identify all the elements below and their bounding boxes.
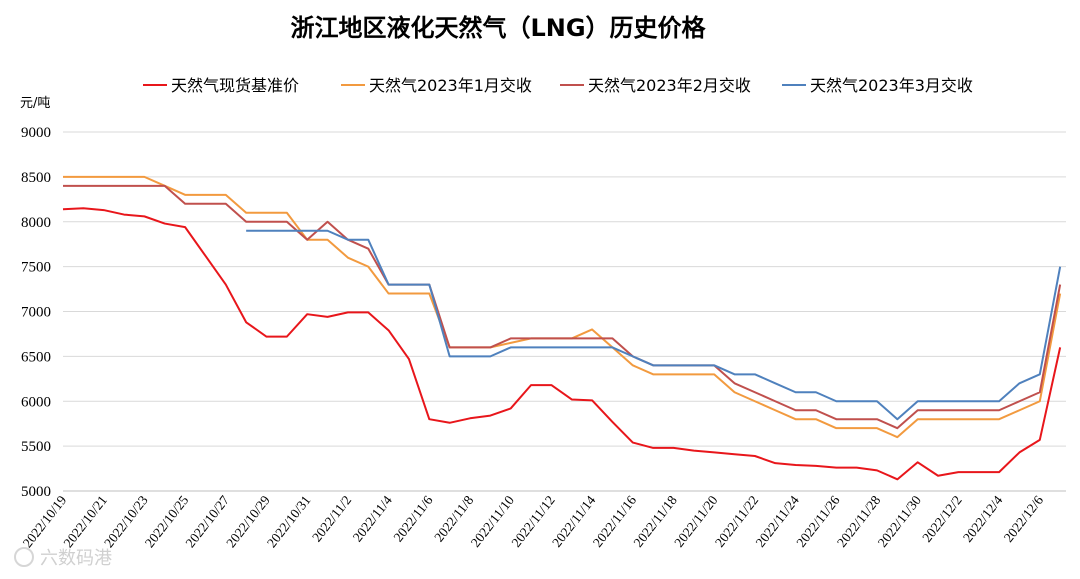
x-tick-label: 2022/11/4 — [350, 492, 395, 544]
y-tick-label: 8000 — [21, 215, 51, 231]
x-tick-label: 2022/12/6 — [1001, 492, 1047, 545]
series-line-2 — [63, 175, 1062, 439]
x-tick-label: 2022/11/2 — [309, 493, 354, 545]
y-tick-label: 7500 — [21, 260, 51, 276]
legend: 天然气现货基准价 天然气2023年1月交收 天然气2023年2月交收 天然气2023年… — [143, 76, 973, 95]
y-tick-label: 5500 — [21, 439, 51, 455]
x-tick-label: 2022/12/2 — [919, 493, 965, 545]
y-axis-unit-label: 元/吨 — [20, 96, 50, 111]
x-tick-label: 2022/12/4 — [960, 492, 1006, 545]
x-tick-label: 2022/11/6 — [390, 492, 435, 544]
watermark-logo-icon — [14, 547, 34, 567]
series-group — [62, 175, 1062, 481]
watermark-text: 六数码港 — [40, 548, 112, 569]
series-line-3 — [63, 184, 1062, 430]
y-tick-label: 5000 — [21, 484, 51, 500]
y-tick-label: 8500 — [21, 170, 51, 186]
legend-label-1: 天然气现货基准价 — [171, 76, 299, 95]
x-axis-ticks: 2022/10/192022/10/212022/10/232022/10/25… — [20, 492, 1047, 550]
watermark: 六数码港 — [14, 547, 112, 569]
series-line-4 — [246, 229, 1062, 421]
y-tick-label: 9000 — [21, 125, 51, 141]
y-tick-label: 7000 — [21, 305, 51, 321]
series-line-1 — [62, 207, 1062, 481]
y-tick-label: 6500 — [21, 349, 51, 365]
legend-label-4: 天然气2023年3月交收 — [810, 76, 973, 95]
y-axis-ticks: 5000 5500 6000 6500 7000 7500 8000 8500 9000 — [21, 125, 51, 500]
legend-label-3: 天然气2023年2月交收 — [588, 76, 751, 95]
y-tick-label: 6000 — [21, 394, 51, 410]
chart-title: 浙江地区液化天然气（LNG）历史价格 — [290, 14, 706, 42]
grid-lines — [63, 131, 1066, 447]
legend-label-2: 天然气2023年1月交收 — [369, 76, 532, 95]
